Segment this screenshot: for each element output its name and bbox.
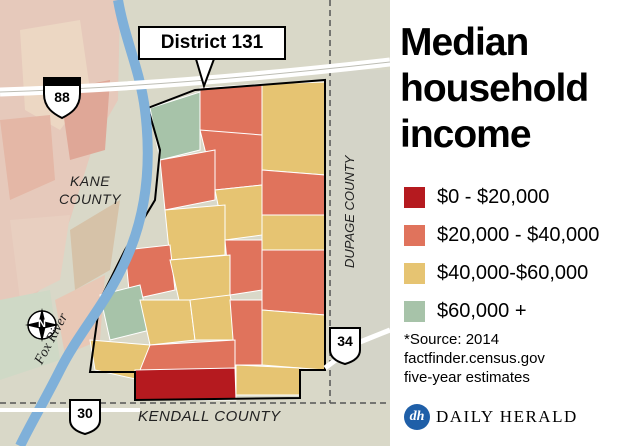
tract xyxy=(235,364,301,396)
compass-letter: N xyxy=(38,318,46,330)
district-callout-label: District 131 xyxy=(138,26,286,60)
us-30-shield-icon xyxy=(69,399,101,436)
page-title: Median household income xyxy=(400,20,630,158)
source-line-1: *Source: 2014 xyxy=(404,331,500,348)
kane-county-label: KANE COUNTY xyxy=(50,172,130,208)
kane-tract xyxy=(0,115,55,200)
tract xyxy=(261,249,326,316)
title-line-1: Median xyxy=(400,21,529,64)
source-line-3: five-year estimates xyxy=(404,369,530,386)
source-note: *Source: 2014 factfinder.census.gov five… xyxy=(404,330,634,387)
legend-swatch xyxy=(404,262,425,284)
us-30-number: 30 xyxy=(77,405,93,421)
tract xyxy=(139,299,196,346)
source-line-2: factfinder.census.gov xyxy=(404,350,545,367)
title-line-2: household xyxy=(400,67,589,110)
legend-item: $60,000 + xyxy=(404,292,599,330)
legend-label: $60,000 + xyxy=(437,299,527,322)
tract xyxy=(139,339,236,371)
kane-tract xyxy=(55,275,105,355)
compass-icon xyxy=(25,308,59,342)
kane-county-label-line2: COUNTY xyxy=(58,191,122,207)
legend-swatch xyxy=(404,224,425,246)
tract xyxy=(261,169,326,216)
tract-lowest-income xyxy=(134,367,237,401)
legend-label: $20,000 - $40,000 xyxy=(437,223,600,246)
legend-label: $40,000-$60,000 xyxy=(437,261,589,284)
kane-tract xyxy=(10,215,70,300)
tract xyxy=(149,91,201,161)
kane-county-label-line1: KANE xyxy=(69,173,111,189)
tract xyxy=(261,214,326,251)
legend: $0 - $20,000 $20,000 - $40,000 $40,000-$… xyxy=(404,178,599,330)
us-34-number: 34 xyxy=(337,333,353,349)
daily-herald-logo-icon: dh xyxy=(404,404,430,430)
kendall-county-label: KENDALL COUNTY xyxy=(138,408,281,425)
tract xyxy=(159,149,216,211)
district-tracts xyxy=(89,81,326,401)
kane-tract xyxy=(70,200,120,290)
interstate-88-number: 88 xyxy=(54,89,70,105)
tract xyxy=(224,239,263,296)
fox-river xyxy=(15,0,153,446)
daily-herald-logo: dh DAILY HERALD xyxy=(404,404,578,430)
legend-item: $20,000 - $40,000 xyxy=(404,216,599,254)
district-131-boundary xyxy=(88,78,326,402)
daily-herald-name: DAILY HERALD xyxy=(436,407,578,426)
legend-label: $0 - $20,000 xyxy=(437,185,550,208)
us-34-shield-icon xyxy=(329,327,361,366)
tract xyxy=(261,309,326,371)
legend-item: $0 - $20,000 xyxy=(404,178,599,216)
title-line-3: income xyxy=(400,113,532,156)
legend-item: $40,000-$60,000 xyxy=(404,254,599,292)
legend-swatch xyxy=(404,300,425,322)
tract xyxy=(261,81,326,176)
legend-swatch xyxy=(404,186,425,208)
district-map xyxy=(0,0,390,446)
tract xyxy=(164,204,226,261)
dupage-county-label: DUPAGE COUNTY xyxy=(342,155,357,268)
interstate-88-shield-icon xyxy=(43,77,81,120)
